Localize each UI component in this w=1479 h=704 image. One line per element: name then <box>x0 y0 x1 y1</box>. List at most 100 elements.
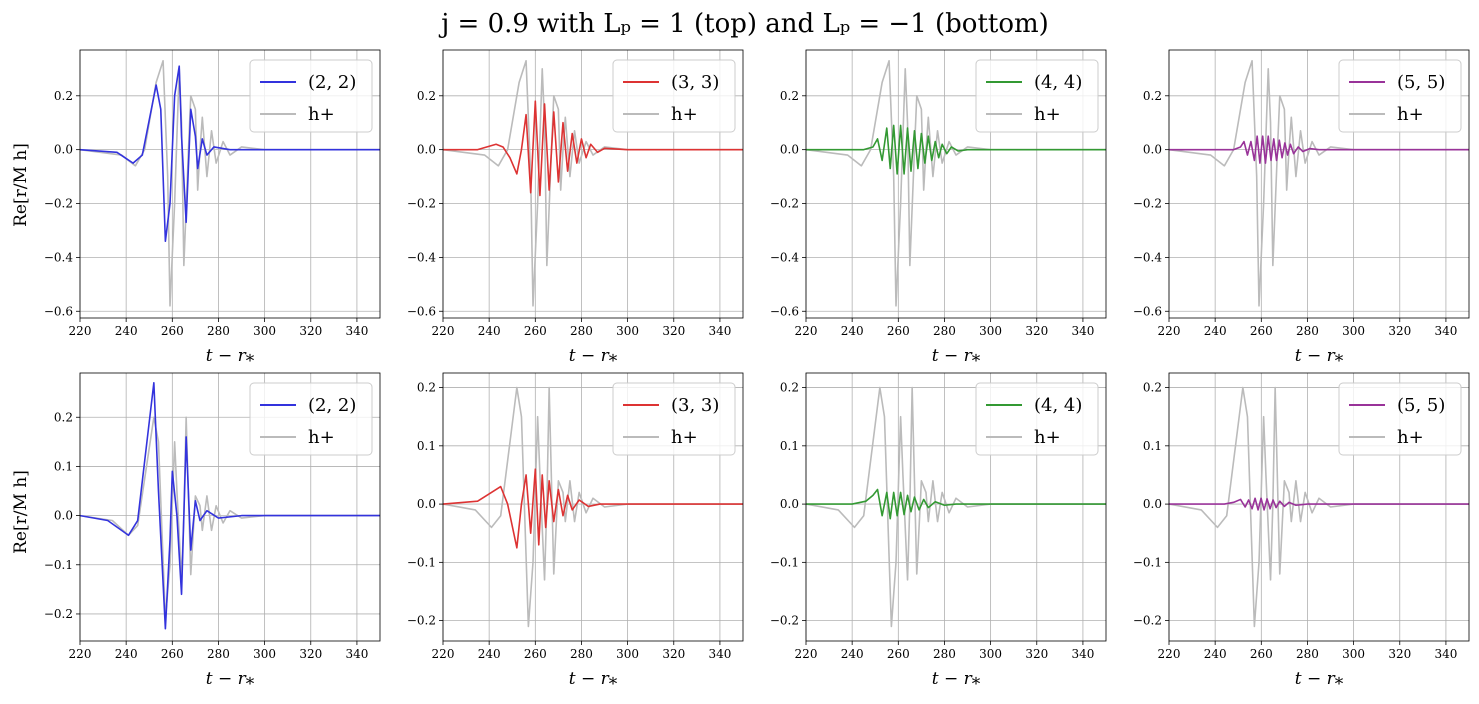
x-axis-label: t − r⁎ <box>1295 346 1344 366</box>
x-tick-label: 240 <box>115 324 138 338</box>
legend: (4, 4) h+ <box>975 59 1099 133</box>
x-tick-label: 320 <box>662 647 685 661</box>
x-tick-label: 220 <box>795 324 818 338</box>
y-tick-label: −0.1 <box>407 555 436 569</box>
legend-label: h+ <box>1397 104 1424 125</box>
y-tick-label: −0.4 <box>1133 250 1163 264</box>
x-tick-label: 340 <box>1071 324 1094 338</box>
x-tick-label: 260 <box>161 324 184 338</box>
y-tick-label: 0.0 <box>54 509 73 523</box>
x-tick-label: 220 <box>432 324 455 338</box>
x-tick-label: 280 <box>570 647 593 661</box>
x-axis-label: t − r⁎ <box>1295 669 1344 689</box>
y-tick-label: −0.2 <box>44 607 73 621</box>
y-tick-label: 0.0 <box>780 497 799 511</box>
y-tick-label: −0.6 <box>1133 304 1162 318</box>
x-tick-label: 240 <box>478 324 501 338</box>
y-tick-label: 0.2 <box>1143 381 1162 395</box>
y-tick-label: −0.2 <box>770 197 799 211</box>
legend-label: h+ <box>308 427 335 448</box>
y-tick-label: −0.6 <box>44 304 73 318</box>
x-tick-label: 220 <box>795 647 818 661</box>
y-tick-label: 0.0 <box>1143 497 1162 511</box>
x-tick-label: 320 <box>1025 647 1048 661</box>
x-tick-label: 340 <box>708 647 731 661</box>
y-tick-label: −0.4 <box>770 250 800 264</box>
y-tick-label: −0.1 <box>770 555 799 569</box>
series-line <box>806 386 1106 628</box>
legend-label: h+ <box>308 104 335 125</box>
series-line <box>443 468 743 549</box>
y-axis-label-bottom: Re[r/M h] <box>11 470 31 554</box>
x-tick-label: 300 <box>616 647 639 661</box>
subplot-bottom-3: 220 240 260 280 300 320 340 −0.2 −0.1 0.0 0.1 0.2 t … <box>770 372 1107 689</box>
x-tick-label: 300 <box>253 324 276 338</box>
x-tick-label: 320 <box>662 324 685 338</box>
series-line <box>1169 59 1469 307</box>
x-tick-label: 340 <box>1434 324 1457 338</box>
legend-label: (4, 4) <box>1034 395 1082 416</box>
axes-frame <box>1168 372 1470 642</box>
legend-label: (5, 5) <box>1397 395 1445 416</box>
x-tick-label: 240 <box>1204 647 1227 661</box>
subplot-bottom-4: 220 240 260 280 300 320 340 −0.2 −0.1 0.0 0.1 0.2 t … <box>1133 372 1470 689</box>
x-tick-label: 320 <box>299 324 322 338</box>
x-axis-label: t − r⁎ <box>206 346 255 366</box>
y-tick-label: 0.1 <box>780 439 799 453</box>
legend: (5, 5) h+ <box>1338 382 1462 456</box>
x-tick-label: 260 <box>1250 647 1273 661</box>
y-tick-label: 0.0 <box>780 143 799 157</box>
x-axis-label: t − r⁎ <box>206 669 255 689</box>
y-tick-label: −0.4 <box>407 250 437 264</box>
series-line <box>806 488 1106 520</box>
legend-label: h+ <box>671 104 698 125</box>
x-tick-label: 300 <box>1342 647 1365 661</box>
x-axis-label: t − r⁎ <box>932 346 981 366</box>
series-line <box>1169 497 1469 511</box>
y-tick-label: 0.2 <box>780 381 799 395</box>
y-tick-label: −0.6 <box>407 304 436 318</box>
axes-frame <box>79 49 381 319</box>
x-tick-label: 280 <box>207 647 230 661</box>
subplot-top-1: 220 240 260 280 300 320 340 −0.6 −0.4 −0.2 0.0 0.2 t… <box>44 49 381 366</box>
legend-label: h+ <box>671 427 698 448</box>
x-tick-label: 300 <box>253 647 276 661</box>
series-line <box>443 386 743 628</box>
subplot-top-2: 220 240 260 280 300 320 340 −0.6 −0.4 −0.2 0.0 0.2 t… <box>407 49 744 366</box>
x-axis-label: t − r⁎ <box>932 669 981 689</box>
subplot-top-4: 220 240 260 280 300 320 340 −0.6 −0.4 −0.2 0.0 0.2 t… <box>1133 49 1470 366</box>
series-line <box>1169 386 1469 628</box>
legend-label: (5, 5) <box>1397 72 1445 93</box>
subplot-bottom-1: 220 240 260 280 300 320 340 −0.2 −0.1 0.0 0.1 0.2 t … <box>44 372 381 689</box>
x-tick-label: 220 <box>1158 647 1181 661</box>
x-tick-label: 320 <box>1388 647 1411 661</box>
x-tick-label: 280 <box>933 324 956 338</box>
y-tick-label: 0.2 <box>54 410 73 424</box>
x-tick-label: 240 <box>1204 324 1227 338</box>
x-tick-label: 340 <box>1071 647 1094 661</box>
x-tick-label: 340 <box>1434 647 1457 661</box>
x-tick-label: 220 <box>1158 324 1181 338</box>
x-tick-label: 280 <box>570 324 593 338</box>
x-tick-label: 220 <box>432 647 455 661</box>
x-tick-label: 320 <box>1388 324 1411 338</box>
subplot-grid: 220 240 260 280 300 320 340 −0.6 −0.4 −0.2 0.0 0.2 t… <box>44 49 1470 689</box>
y-tick-label: −0.2 <box>1133 197 1162 211</box>
legend-label: (2, 2) <box>308 395 356 416</box>
series-line <box>80 416 380 620</box>
y-tick-label: −0.2 <box>407 614 436 628</box>
x-tick-label: 260 <box>524 324 547 338</box>
x-tick-label: 320 <box>1025 324 1048 338</box>
y-tick-label: 0.2 <box>1143 89 1162 103</box>
axes-frame <box>805 372 1107 642</box>
legend-label: h+ <box>1034 104 1061 125</box>
legend-label: h+ <box>1034 427 1061 448</box>
y-tick-label: 0.0 <box>54 143 73 157</box>
y-tick-label: 0.1 <box>1143 439 1162 453</box>
x-tick-label: 340 <box>708 324 731 338</box>
x-tick-label: 280 <box>933 647 956 661</box>
y-tick-label: 0.1 <box>54 459 73 473</box>
y-tick-label: −0.2 <box>407 197 436 211</box>
legend: (3, 3) h+ <box>612 59 736 133</box>
